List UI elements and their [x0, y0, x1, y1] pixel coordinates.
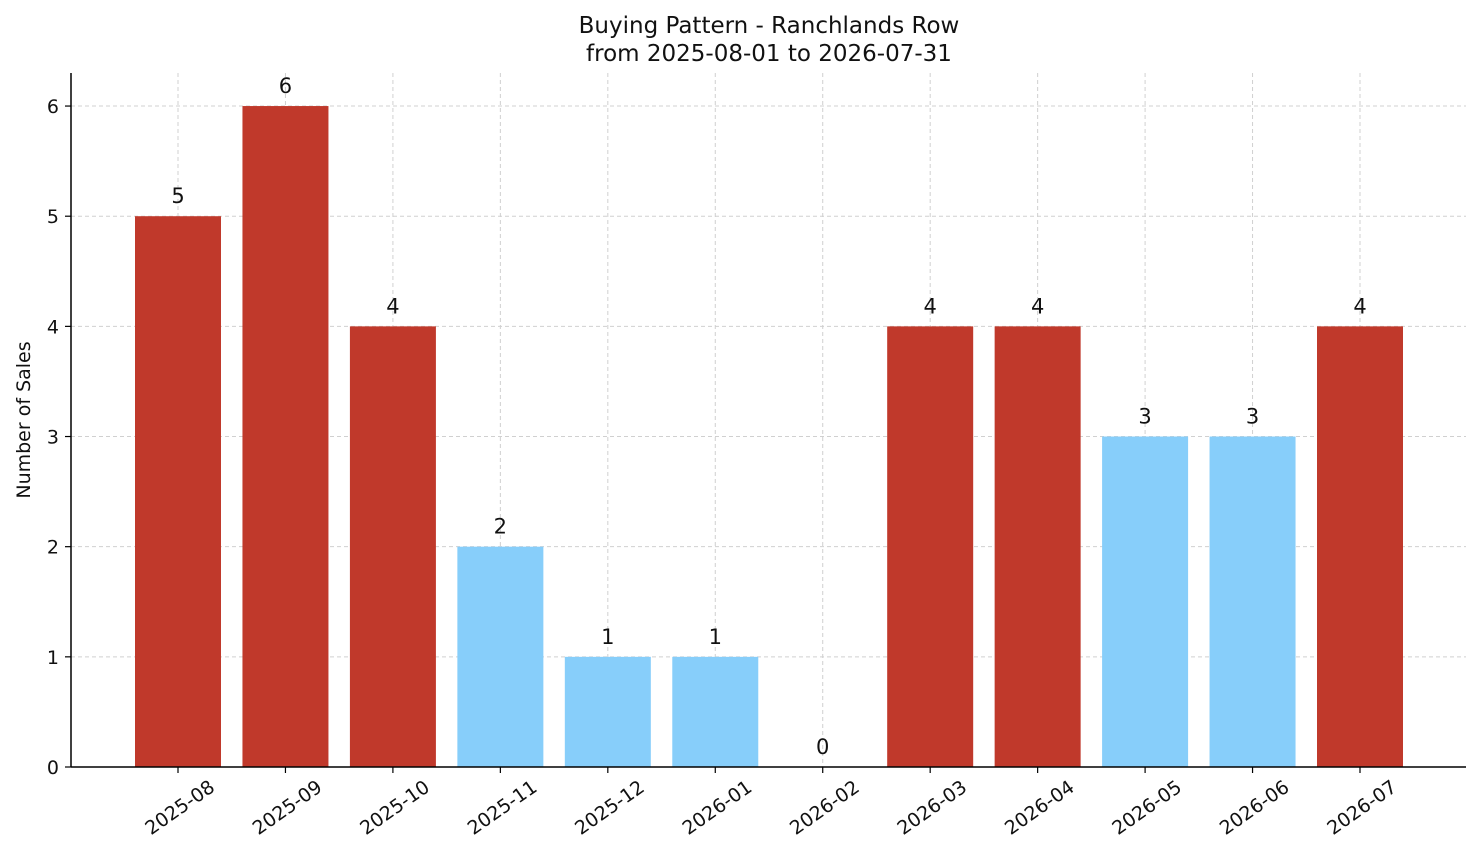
chart-subtitle: from 2025-08-01 to 2026-07-31: [586, 41, 952, 67]
y-axis-label: Number of Sales: [13, 341, 35, 498]
bars: [135, 106, 1403, 768]
bar: [457, 546, 544, 767]
bar-value-label: 4: [386, 294, 399, 318]
data-labels: 5 6 4 2 1 1 0 4 4 3 3 4: [171, 74, 1366, 759]
bar: [349, 326, 436, 767]
x-tick-label: 2025-08: [141, 776, 219, 840]
bar: [135, 216, 221, 767]
x-tick-label: 2025-12: [571, 776, 649, 840]
bar-value-label: 1: [601, 625, 614, 649]
x-tick-label: 2026-07: [1323, 776, 1401, 840]
chart-title: Buying Pattern - Ranchlands Row: [579, 13, 960, 39]
bar-value-label: 5: [171, 184, 184, 208]
x-tick-label: 2026-03: [893, 776, 971, 840]
x-tick-label: 2025-10: [356, 776, 434, 840]
bar-value-label: 4: [923, 294, 936, 318]
bar: [672, 656, 759, 767]
y-tick-label: 1: [47, 647, 59, 669]
bar: [994, 326, 1081, 767]
y-tick-label: 5: [47, 206, 59, 228]
bar-value-label: 1: [709, 625, 722, 649]
y-tick-label: 2: [47, 537, 59, 559]
x-tick-label: 2025-09: [249, 776, 327, 840]
bar: [242, 106, 329, 768]
y-tick-label: 6: [47, 96, 59, 118]
bar: [1317, 326, 1403, 767]
bar-value-label: 4: [1031, 294, 1044, 318]
bar: [1209, 436, 1296, 767]
bar-value-label: 4: [1353, 294, 1366, 318]
y-tick-label: 0: [47, 757, 59, 779]
bar-value-label: 0: [816, 735, 829, 759]
x-tick-label: 2025-11: [464, 776, 542, 840]
bar-value-label: 3: [1138, 405, 1151, 429]
y-tick-label: 4: [47, 316, 59, 338]
x-tick-label: 2026-06: [1216, 776, 1294, 840]
bar: [1102, 436, 1189, 767]
y-tick-label: 3: [47, 427, 59, 449]
x-tick-label: 2026-05: [1108, 776, 1186, 840]
bar-value-label: 3: [1246, 405, 1259, 429]
bar-value-label: 6: [279, 74, 292, 98]
x-tick-label: 2026-02: [786, 776, 864, 840]
x-tick-label: 2026-04: [1001, 776, 1079, 840]
bar: [887, 326, 974, 767]
x-tick-label: 2026-01: [678, 776, 756, 840]
bar: [564, 656, 651, 767]
bar-value-label: 2: [494, 515, 507, 539]
